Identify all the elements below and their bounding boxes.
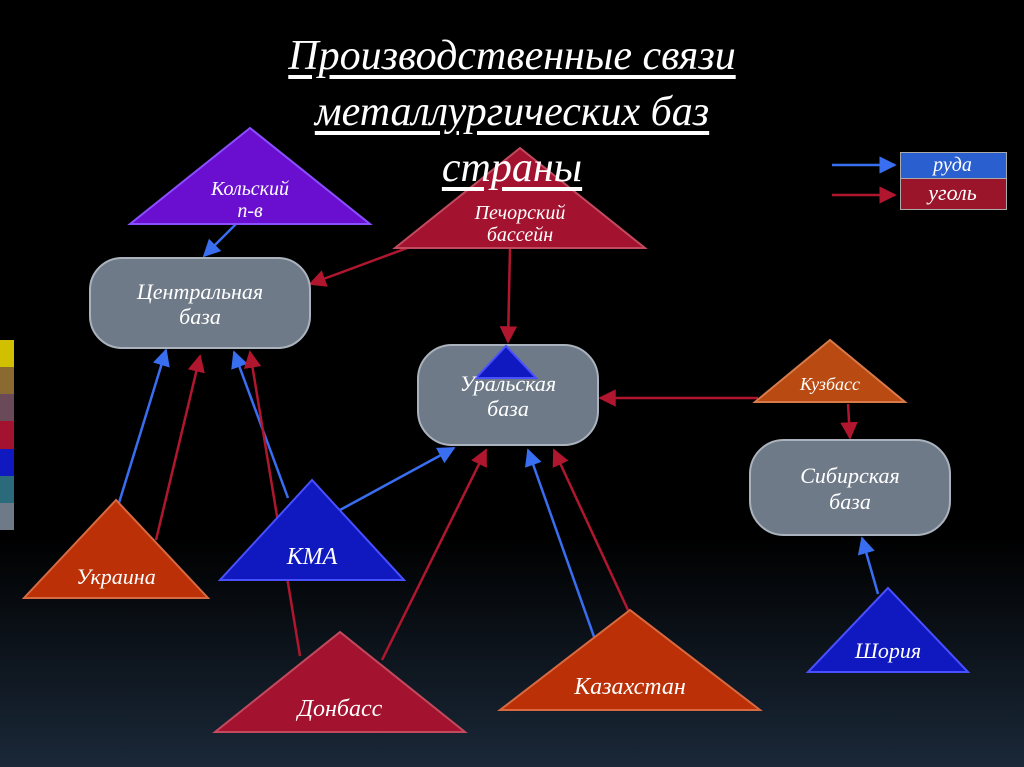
legend-ore <box>900 152 1007 180</box>
title-line2: металлургических баз <box>0 84 1024 140</box>
sidebar-seg <box>0 367 14 394</box>
sidebar-seg <box>0 340 14 367</box>
diagram-stage: { "canvas": { "width": 1024, "height": 7… <box>0 0 1024 767</box>
sidebar-seg <box>0 421 14 448</box>
title-line1: Производственные связи <box>0 28 1024 84</box>
sidebar-seg <box>0 476 14 503</box>
title-line3: страны <box>0 140 1024 196</box>
sidebar-seg <box>0 394 14 421</box>
sidebar-seg <box>0 449 14 476</box>
sidebar-seg <box>0 503 14 530</box>
legend-coal <box>900 178 1007 210</box>
sidebar-accent <box>0 340 14 530</box>
diagram-title: Производственные связиметаллургических б… <box>0 28 1024 196</box>
